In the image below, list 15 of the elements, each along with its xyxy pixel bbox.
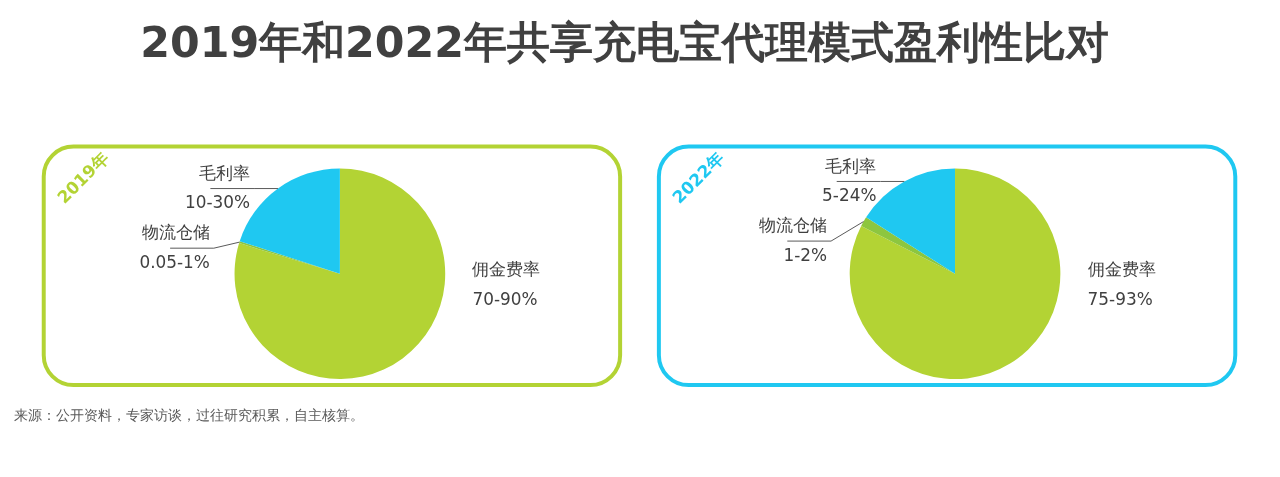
slice-label: 毛利率: [199, 162, 251, 183]
chart-title: 2019年和2022年共享充电宝代理模式盈利性比对: [140, 17, 1109, 68]
text: 5-24%: [822, 185, 877, 206]
slice-label: 佣金费率: [1087, 259, 1156, 280]
text: 1-2%: [783, 244, 828, 265]
slice-label: 物流仓储: [759, 215, 828, 236]
text: 70-90%: [472, 288, 538, 309]
slice-label: 物流仓储: [141, 222, 210, 243]
slice-label: 毛利率: [825, 155, 877, 176]
pie-slice: [861, 217, 956, 274]
slice-label: 佣金费率: [472, 259, 541, 280]
text: 75-93%: [1087, 288, 1153, 309]
text: 0.05-1%: [139, 252, 210, 273]
text: 10-30%: [185, 192, 251, 213]
source-note: 来源：公开资料，专家访谈，过往研究积累，自主核算。: [13, 406, 364, 423]
